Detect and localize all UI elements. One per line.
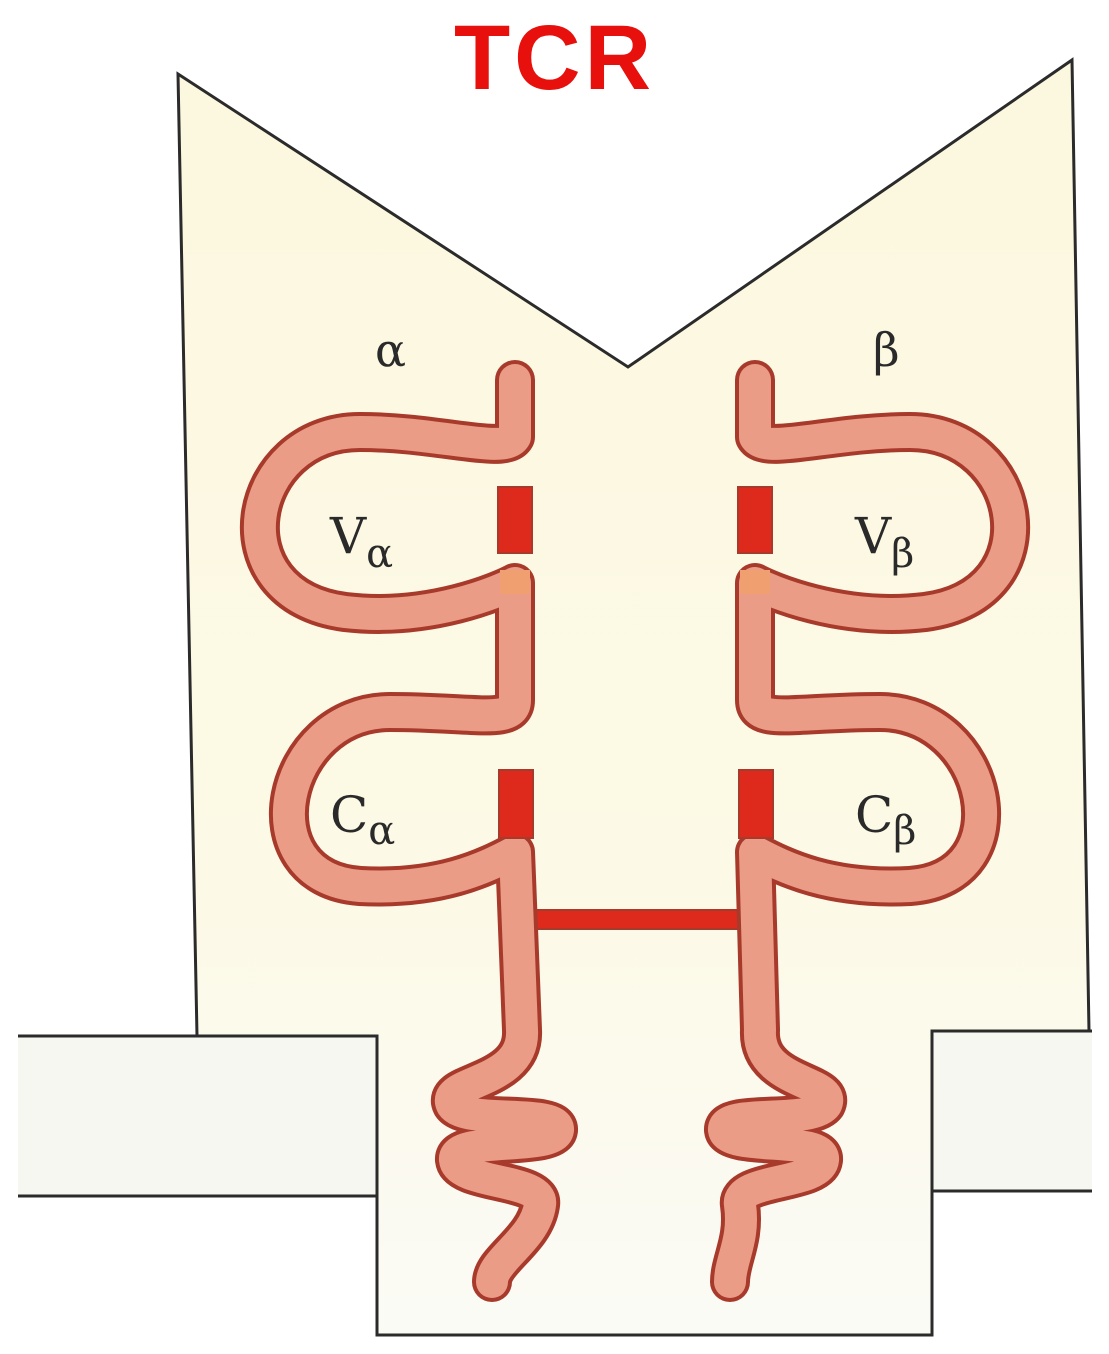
alpha-variable-sub: α [366, 531, 393, 577]
membrane-left [18, 1034, 379, 1198]
beta-chain-body [708, 364, 1026, 1298]
alpha-constant-main: C [330, 786, 368, 844]
diagram-title: TCR [453, 7, 656, 109]
alpha-constant-sub: α [368, 808, 395, 854]
alpha-chain-body [244, 364, 574, 1298]
membrane-right [930, 1029, 1092, 1193]
alpha-variable-domain-label: Vα [329, 507, 393, 577]
beta-constant-sub: β [893, 808, 916, 854]
beta-variable-main: V [854, 507, 892, 565]
beta-chain-label: β [873, 323, 900, 377]
beta-constant-disulfide [738, 769, 774, 839]
alpha-vc-joint [500, 570, 530, 594]
alpha-chain [240, 360, 578, 1302]
alpha-variable-main: V [329, 507, 367, 565]
beta-constant-domain-label: Cβ [855, 786, 916, 854]
beta-variable-disulfide [737, 486, 773, 554]
beta-variable-domain-label: Vβ [854, 507, 914, 577]
beta-vc-joint [740, 570, 770, 594]
alpha-variable-disulfide [497, 486, 533, 554]
interchain-disulfide-bond [521, 909, 759, 930]
beta-constant-main: C [855, 786, 893, 844]
beta-chain [704, 360, 1030, 1302]
alpha-constant-domain-label: Cα [330, 786, 395, 854]
beta-variable-sub: β [891, 531, 914, 577]
alpha-chain-label: α [375, 323, 406, 377]
alpha-constant-disulfide [498, 769, 534, 839]
